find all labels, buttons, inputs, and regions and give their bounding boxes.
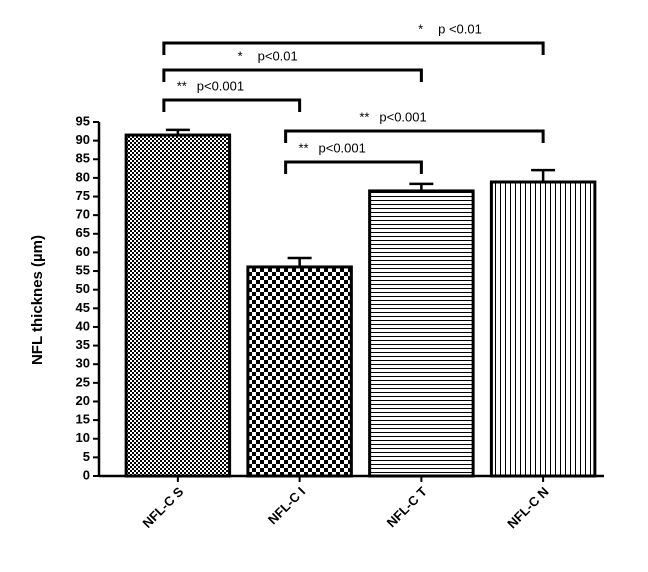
y-tick-label: 20	[76, 393, 90, 408]
significance-bracket	[162, 98, 302, 112]
bar	[124, 133, 232, 478]
bar	[368, 189, 475, 478]
y-tick-label: 25	[76, 374, 90, 389]
y-tick-label: 50	[76, 281, 90, 296]
y-tick-label: 60	[76, 244, 90, 259]
y-tick-label: 5	[83, 449, 90, 464]
y-tick-label: 80	[76, 169, 90, 184]
y-tick-label: 10	[76, 430, 90, 445]
x-tick-label: NFL-C T	[384, 484, 430, 530]
y-tick-label: 70	[76, 207, 90, 222]
significance-stars: *	[238, 48, 243, 63]
y-axis-title: NFL thicknes (µm)	[29, 235, 46, 365]
significance-label: p<0.001	[379, 109, 426, 124]
significance-label: p<0.001	[319, 140, 366, 155]
y-tick-label: 65	[76, 225, 90, 240]
y-tick-label: 55	[76, 262, 90, 277]
x-tick-label: NFL-C I	[265, 484, 308, 527]
significance-stars: *	[418, 21, 423, 36]
x-tick-label: NFL-C S	[140, 484, 187, 531]
significance-bracket	[284, 129, 545, 143]
significance-bracket	[162, 68, 423, 82]
y-tick-label: 15	[76, 412, 90, 427]
y-tick-label: 45	[76, 300, 90, 315]
y-tick-label: 85	[76, 151, 90, 166]
y-tick-label: 90	[76, 132, 90, 147]
y-tick-label: 30	[76, 356, 90, 371]
significance-label: p<0.001	[197, 78, 244, 93]
bar	[489, 180, 597, 478]
significance-bracket	[162, 41, 545, 55]
bar	[246, 265, 353, 478]
y-tick-label: 0	[83, 467, 90, 482]
significance-label: p<0.01	[258, 48, 298, 63]
y-tick-label: 35	[76, 337, 90, 352]
y-tick-label: 75	[76, 188, 90, 203]
significance-stars: **	[299, 140, 309, 155]
significance-label: p <0.01	[438, 21, 482, 36]
y-tick-label: 40	[76, 318, 90, 333]
significance-stars: **	[359, 109, 369, 124]
significance-stars: **	[177, 78, 187, 93]
significance-bracket	[284, 160, 423, 174]
y-tick-label: 95	[76, 113, 90, 128]
x-tick-label: NFL-C N	[504, 484, 551, 531]
